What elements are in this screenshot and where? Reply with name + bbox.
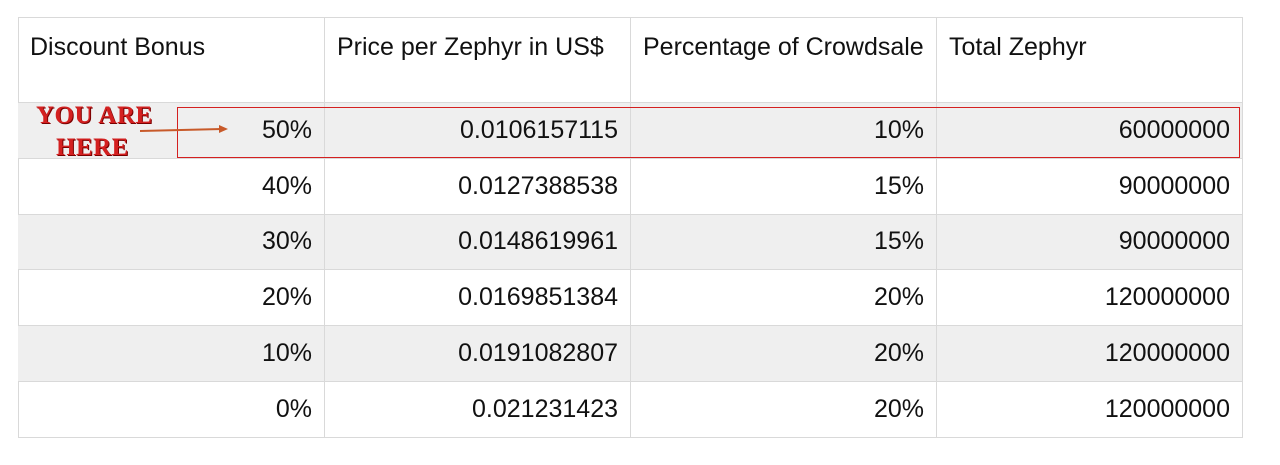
table-cell: 30% xyxy=(18,214,325,271)
table-cell: 10% xyxy=(18,326,325,382)
header-cell: Discount Bonus xyxy=(18,17,325,103)
table-cell: 90000000 xyxy=(937,158,1243,215)
table-cell: 0.0148619961 xyxy=(325,214,631,271)
table-cell: 20% xyxy=(631,382,937,438)
table-cell: 90000000 xyxy=(937,214,1243,271)
annotation-line: YOU ARE xyxy=(36,102,153,129)
table-cell: 0.0127388538 xyxy=(325,158,631,215)
highlight-box xyxy=(177,107,1240,158)
table-cell: 10% xyxy=(631,103,937,159)
table-cell: 0.0169851384 xyxy=(325,270,631,327)
table-cell: 20% xyxy=(631,326,937,382)
table-cell: 120000000 xyxy=(937,326,1243,382)
table-cell: 120000000 xyxy=(937,270,1243,327)
table-cell: 20% xyxy=(631,270,937,327)
table-cell: 0.0191082807 xyxy=(325,326,631,382)
header-cell: Total Zephyr xyxy=(937,17,1243,103)
table-cell: 15% xyxy=(631,214,937,271)
table-cell: 60000000 xyxy=(937,103,1243,159)
table-cell: 120000000 xyxy=(937,382,1243,438)
table-cell: 0% xyxy=(18,382,325,438)
annotation-line: HERE xyxy=(56,134,129,161)
table-cell: 15% xyxy=(631,158,937,215)
table-cell: 40% xyxy=(18,158,325,215)
header-cell: Price per Zephyr in US$ xyxy=(325,17,631,103)
table-cell: 20% xyxy=(18,270,325,327)
table-cell: 0.0106157115 xyxy=(325,103,631,159)
table-cell: 0.021231423 xyxy=(325,382,631,438)
header-cell: Percentage of Crowdsale xyxy=(631,17,937,103)
